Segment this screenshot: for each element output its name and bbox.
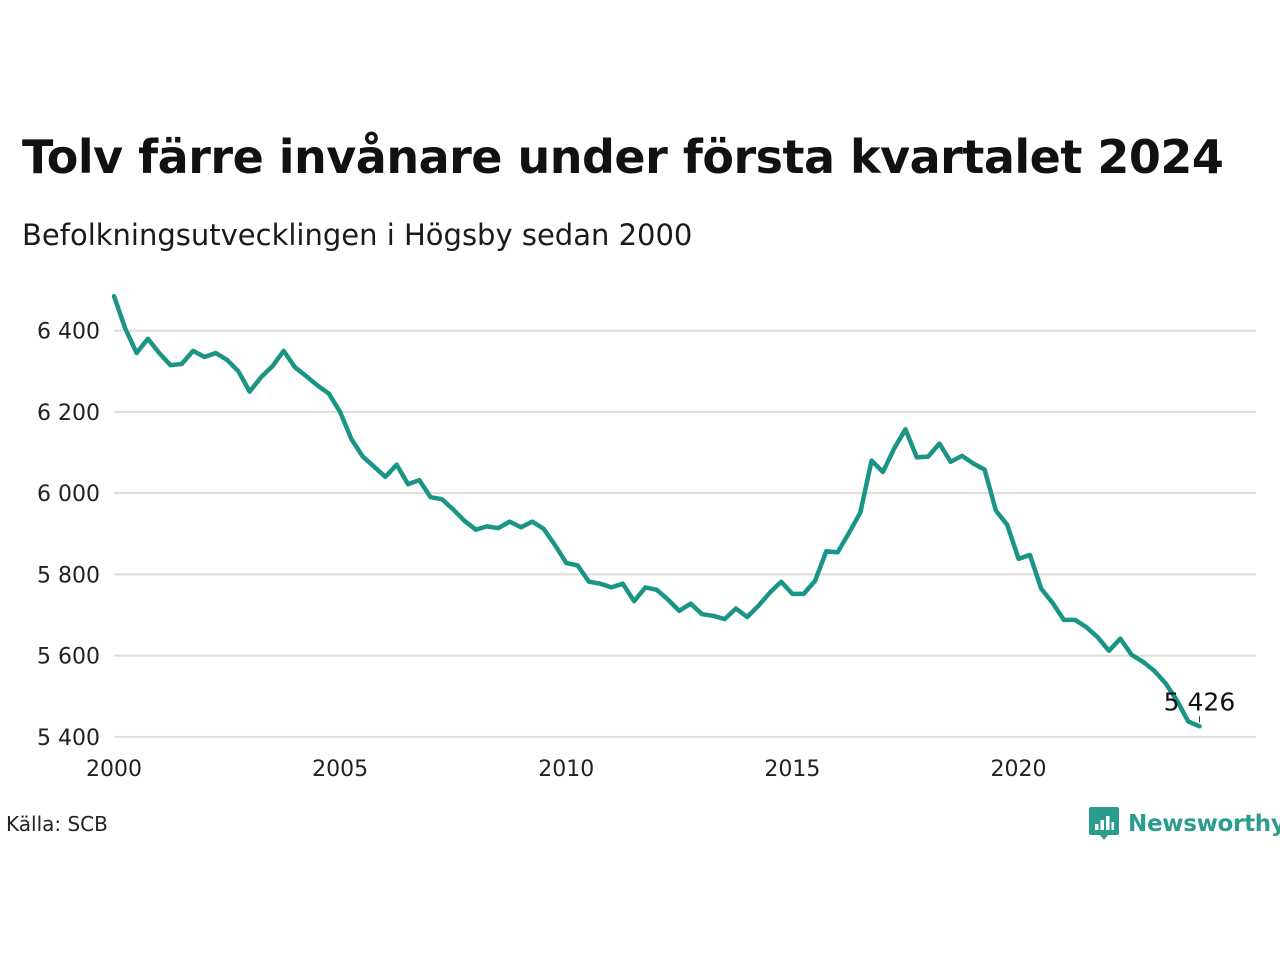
x-tick-label: 2020 [991, 757, 1047, 782]
series-layer [111, 293, 1202, 729]
annotations: 5 426 [1164, 687, 1236, 723]
y-tick-label: 5 400 [37, 726, 100, 751]
x-tick-label: 2015 [764, 757, 820, 782]
end-value-label: 5 426 [1164, 687, 1236, 716]
y-tick-label: 6 400 [37, 320, 100, 345]
newsworthy-logo-icon [1089, 807, 1119, 840]
y-tick-label: 5 800 [37, 563, 100, 588]
brand-logo: Newsworthy [1088, 804, 1280, 844]
y-tick-label: 6 000 [37, 482, 100, 507]
x-tick-label: 2005 [312, 757, 368, 782]
brand-name: Newsworthy [1128, 811, 1280, 837]
x-tick-label: 2000 [86, 757, 142, 782]
series-line [111, 293, 1202, 729]
x-tick-label: 2010 [538, 757, 594, 782]
chart-subtitle: Befolkningsutvecklingen i Högsby sedan 2… [22, 218, 693, 252]
source-note: Källa: SCB [6, 812, 108, 836]
chart-title: Tolv färre invånare under första kvartal… [22, 130, 1224, 184]
x-axis: 2000 2005 2010 2015 2020 [86, 757, 1047, 782]
y-tick-label: 6 200 [37, 401, 100, 426]
y-axis: 5 400 5 600 5 800 6 000 6 200 6 400 [37, 320, 100, 751]
gridlines [114, 329, 1256, 738]
y-tick-label: 5 600 [37, 645, 100, 670]
